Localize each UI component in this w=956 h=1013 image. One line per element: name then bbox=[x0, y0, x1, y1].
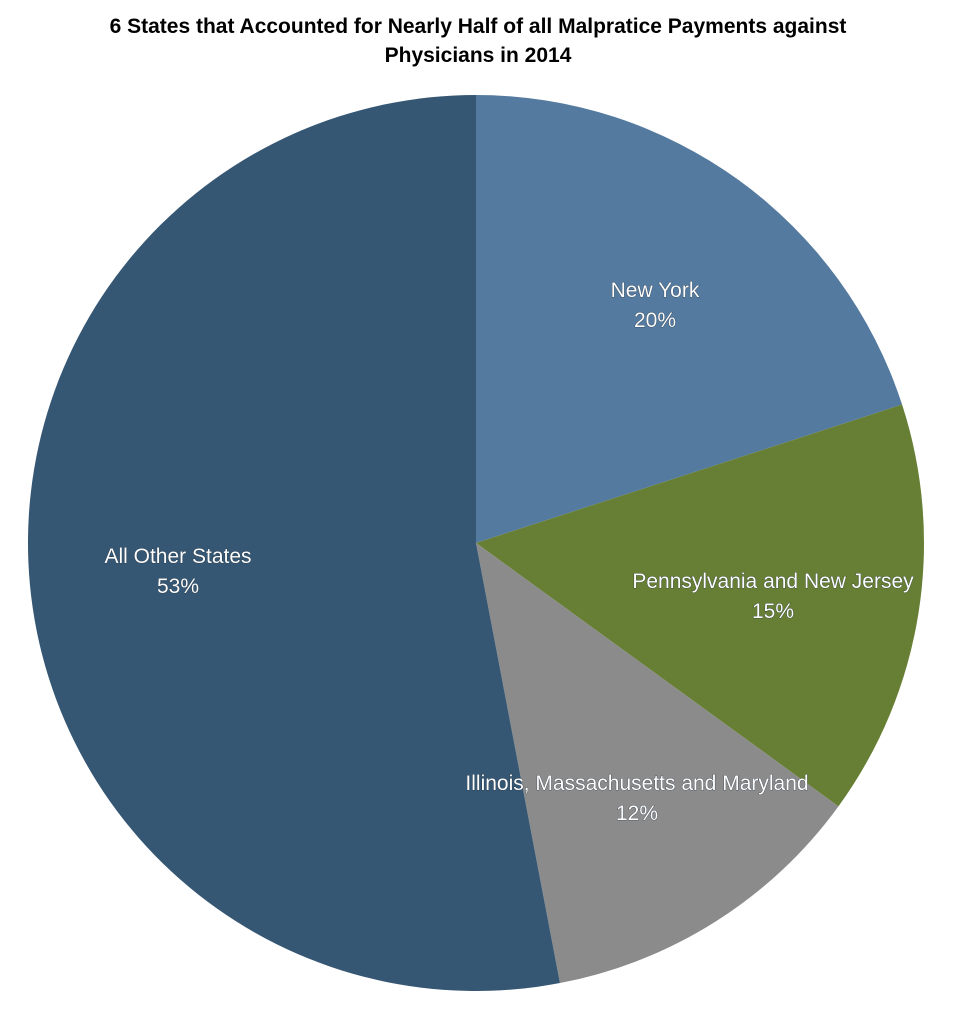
slice-label-all-other-states: All Other States 53% bbox=[104, 545, 251, 598]
chart-title: 6 States that Accounted for Nearly Half … bbox=[109, 15, 847, 67]
pie-slice-new-york bbox=[476, 95, 903, 543]
pie-slice-illinois-massachusetts-and-maryland bbox=[476, 543, 839, 984]
slice-category-label: Illinois, Massachusetts and Maryland bbox=[465, 772, 808, 795]
slice-value-label: 12% bbox=[616, 802, 658, 825]
pie-labels: New York 20% Pennsylvania and New Jersey 15… bbox=[104, 279, 914, 826]
slice-label-illinois-massachusetts-and-maryland: Illinois, Massachusetts and Maryland 12% bbox=[465, 772, 808, 825]
slice-category-label: Pennsylvania and New Jersey bbox=[632, 570, 914, 593]
slice-category-label: New York bbox=[611, 279, 700, 302]
slice-value-label: 20% bbox=[634, 309, 676, 332]
pie-slice-pennsylvania-and-new-jersey bbox=[476, 404, 924, 807]
slice-label-new-york: New York 20% bbox=[611, 279, 700, 332]
slice-value-label: 53% bbox=[157, 575, 199, 598]
slice-value-label: 15% bbox=[752, 600, 794, 623]
slice-label-pennsylvania-and-new-jersey: Pennsylvania and New Jersey 15% bbox=[632, 570, 914, 623]
slice-category-label: All Other States bbox=[104, 545, 251, 568]
pie-slice-all-other-states bbox=[27, 94, 560, 991]
pie-slices bbox=[27, 94, 924, 991]
